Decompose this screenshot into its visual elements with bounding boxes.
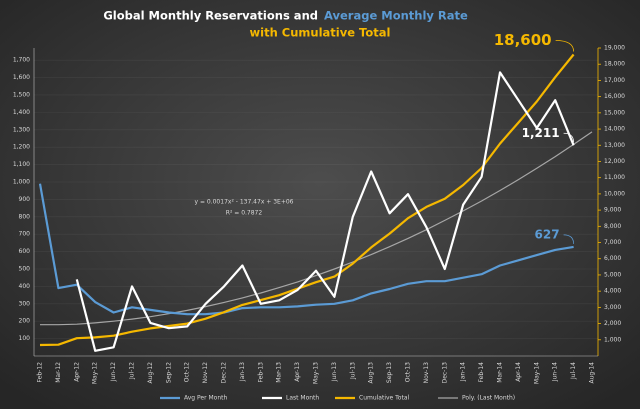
y2-tick-label: 16,000 <box>604 93 625 100</box>
y2-tick-label: 3,000 <box>604 304 621 311</box>
y-tick-label: 700 <box>19 231 31 238</box>
x-tick-label: Apr-12 <box>73 362 80 382</box>
y2-tick-label: 11,000 <box>604 174 625 181</box>
x-tick-label: Feb-13 <box>257 362 264 383</box>
y-tick-label: 100 <box>19 335 31 342</box>
y-tick-label: 1,000 <box>13 178 30 185</box>
y-tick-label: 1,300 <box>13 126 30 133</box>
x-tick-label: May-14 <box>533 362 540 384</box>
x-tick-label: Aug-12 <box>147 362 154 384</box>
y2-tick-label: 5,000 <box>604 271 621 278</box>
x-tick-label: Nov-12 <box>202 362 209 384</box>
x-tick-label: Mar-14 <box>497 362 504 383</box>
data-label: 18,600 <box>494 31 552 49</box>
x-tick-label: Mar-13 <box>276 362 283 383</box>
y2-tick-label: 13,000 <box>604 142 625 149</box>
x-tick-label: Jun-13 <box>331 362 338 382</box>
data-label: 627 <box>535 227 560 241</box>
y-tick-label: 500 <box>19 265 31 272</box>
trendline-equation: y = 0.0017x² - 137.47x + 3E+06 <box>195 199 294 206</box>
y-tick-label: 1,600 <box>13 74 30 81</box>
y-tick-label: 1,200 <box>13 144 30 151</box>
y-tick-label: 1,100 <box>13 161 30 168</box>
series-line <box>75 71 575 352</box>
y2-tick-label: 19,000 <box>604 45 625 52</box>
y2-tick-label: 1,000 <box>604 336 621 343</box>
x-tick-label: Apr-13 <box>294 362 301 382</box>
x-tick-label: Dec-12 <box>221 362 228 384</box>
y-tick-label: 600 <box>19 248 31 255</box>
y2-tick-label: 8,000 <box>604 223 621 230</box>
y2-tick-label: 17,000 <box>604 77 625 84</box>
x-tick-label: Dec-13 <box>441 362 448 384</box>
legend-label: Cumulative Total <box>359 395 409 402</box>
y2-tick-label: 4,000 <box>604 288 621 295</box>
x-tick-label: Jan-14 <box>460 362 467 382</box>
y2-tick-label: 12,000 <box>604 158 625 165</box>
chart-title: Average Monthly Rate <box>324 9 468 23</box>
x-tick-label: May-12 <box>92 362 99 384</box>
y2-tick-label: 15,000 <box>604 109 625 116</box>
data-label: 1,211 <box>522 126 560 140</box>
label-leader <box>563 132 574 143</box>
x-tick-label: Aug-13 <box>368 362 375 384</box>
x-tick-label: Nov-13 <box>423 362 430 384</box>
y-tick-label: 900 <box>19 196 31 203</box>
x-tick-label: Feb-14 <box>478 362 485 383</box>
x-tick-label: May-13 <box>313 362 320 384</box>
x-tick-label: Sep-12 <box>165 362 172 383</box>
x-tick-label: Jul-12 <box>129 362 136 380</box>
x-tick-label: Jun-12 <box>110 362 117 382</box>
series-line <box>38 183 574 316</box>
y-tick-label: 800 <box>19 213 31 220</box>
label-leader <box>555 40 574 52</box>
x-tick-label: Aug-14 <box>589 362 596 384</box>
y2-tick-label: 9,000 <box>604 207 621 214</box>
x-tick-label: Sep-13 <box>386 362 393 383</box>
label-leader <box>563 234 574 244</box>
y-tick-label: 1,400 <box>13 109 30 116</box>
y2-tick-label: 10,000 <box>604 190 625 197</box>
legend-label: Last Month <box>286 395 319 402</box>
x-tick-label: Jul-13 <box>349 362 356 380</box>
chart-title: with Cumulative Total <box>250 26 391 40</box>
x-tick-label: Oct-12 <box>184 362 191 382</box>
y2-tick-label: 7,000 <box>604 239 621 246</box>
y-tick-label: 1,500 <box>13 91 30 98</box>
legend-label: Avg Per Month <box>184 395 227 402</box>
x-tick-label: Jul-14 <box>570 362 577 380</box>
x-tick-label: Apr-14 <box>515 362 522 382</box>
x-tick-label: Mar-12 <box>55 362 62 383</box>
y-tick-label: 1,700 <box>13 57 30 64</box>
x-tick-label: Jun-14 <box>552 362 559 382</box>
x-tick-label: Feb-12 <box>37 362 44 383</box>
y2-tick-label: 18,000 <box>604 61 625 68</box>
chart-title: Global Monthly Reservations and <box>103 9 318 23</box>
x-tick-label: Jan-13 <box>239 362 246 382</box>
y-tick-label: 400 <box>19 283 31 290</box>
y-tick-label: 300 <box>19 300 31 307</box>
legend-label: Poly. (Last Month) <box>462 395 515 402</box>
y-tick-label: 200 <box>19 318 31 325</box>
trendline-r2: R² = 0.7872 <box>226 210 263 217</box>
y2-tick-label: 6,000 <box>604 255 621 262</box>
series-line <box>40 131 593 326</box>
x-tick-label: Oct-13 <box>405 362 412 382</box>
y2-tick-label: 2,000 <box>604 320 621 327</box>
y2-tick-label: 14,000 <box>604 126 625 133</box>
